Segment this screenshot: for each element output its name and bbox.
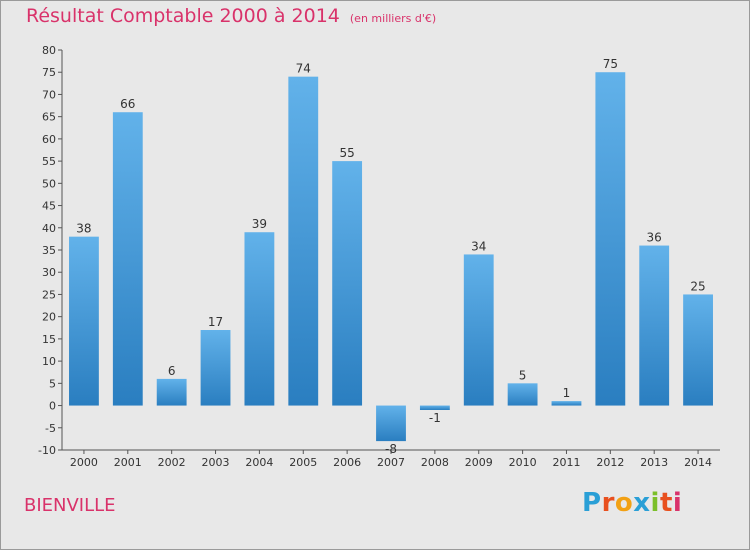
y-tick-label: 25	[42, 288, 56, 301]
x-tick-label: 2000	[70, 456, 98, 469]
proxiti-logo[interactable]: Proxiti	[582, 488, 682, 518]
chart-subtitle: (en milliers d'€)	[349, 12, 437, 25]
x-tick-label: 2013	[640, 456, 668, 469]
y-tick-label: 55	[42, 155, 56, 168]
value-label-2009: 34	[471, 239, 486, 253]
value-label-2005: 74	[296, 62, 311, 76]
bar-2012	[595, 72, 626, 406]
logo-letter: o	[614, 488, 634, 518]
y-tick-label: 5	[49, 377, 56, 390]
logo-letter: r	[601, 488, 615, 518]
bar-2002	[156, 378, 187, 406]
y-tick-label: 10	[42, 355, 56, 368]
bar-2007	[376, 405, 406, 442]
x-tick-label: 2004	[245, 456, 273, 469]
value-label-2010: 5	[519, 368, 527, 382]
value-label-2012: 75	[603, 57, 618, 71]
y-tick-label: 65	[42, 111, 56, 124]
x-tick-label: 2009	[465, 456, 493, 469]
y-tick-label: 80	[42, 44, 56, 57]
x-tick-label: 2006	[333, 456, 361, 469]
chart-title: Résultat Comptable 2000 à 2014 (en millie…	[26, 5, 436, 27]
y-tick-label: -5	[45, 422, 56, 435]
y-tick-label: 20	[42, 311, 56, 324]
value-label-2002: 6	[168, 364, 176, 378]
bar-2009	[463, 254, 494, 406]
logo-letter: x	[633, 488, 651, 518]
bar-2008	[419, 405, 450, 410]
y-tick-label: 40	[42, 222, 56, 235]
y-tick-label: 0	[49, 400, 56, 413]
value-label-2004: 39	[252, 217, 267, 231]
x-tick-label: 2005	[289, 456, 317, 469]
bar-2014	[683, 294, 713, 406]
bar-2006	[332, 161, 363, 406]
value-label-2003: 17	[208, 315, 223, 329]
x-tick-label: 2007	[377, 456, 405, 469]
y-tick-label: 60	[42, 133, 56, 146]
x-tick-label: 2008	[421, 456, 449, 469]
value-label-2001: 66	[120, 97, 135, 111]
value-label-2006: 55	[339, 146, 354, 160]
bar-2003	[200, 330, 231, 406]
y-tick-label: 75	[42, 66, 56, 79]
logo-letter: i	[672, 488, 683, 518]
y-tick-label: 70	[42, 88, 56, 101]
x-tick-label: 2012	[596, 456, 624, 469]
y-tick-label: 30	[42, 266, 56, 279]
value-label-2014: 25	[690, 279, 705, 293]
x-tick-label: 2010	[509, 456, 537, 469]
value-label-2007: -8	[385, 442, 397, 456]
logo-letter: P	[582, 488, 602, 518]
x-tick-label: 2014	[684, 456, 712, 469]
x-tick-label: 2003	[202, 456, 230, 469]
x-tick-label: 2002	[158, 456, 186, 469]
y-tick-label: 35	[42, 244, 56, 257]
x-tick-label: 2001	[114, 456, 142, 469]
y-tick-label: 45	[42, 200, 56, 213]
y-tick-label: 15	[42, 333, 56, 346]
value-label-2011: 1	[563, 386, 571, 400]
bar-2000	[69, 236, 99, 406]
chart-axes: -10-505101520253035404550556065707580200…	[38, 44, 720, 469]
bar-2013	[639, 245, 670, 406]
value-label-2013: 36	[647, 231, 662, 245]
bar-2004	[244, 232, 275, 406]
bar-2005	[288, 76, 319, 406]
bar-2001	[112, 112, 143, 406]
value-label-2008: -1	[429, 411, 441, 425]
value-label-2000: 38	[76, 222, 91, 236]
chart-title-text: Résultat Comptable 2000 à 2014	[26, 5, 340, 27]
x-tick-label: 2011	[552, 456, 580, 469]
y-tick-label: -10	[38, 444, 56, 457]
bar-2011	[551, 401, 582, 406]
commune-name: BIENVILLE	[24, 495, 116, 516]
bar-2010	[507, 383, 538, 406]
y-tick-label: 50	[42, 177, 56, 190]
logo-letter: t	[659, 488, 673, 518]
chart-bars	[69, 72, 713, 442]
logo-letter: i	[650, 488, 660, 518]
